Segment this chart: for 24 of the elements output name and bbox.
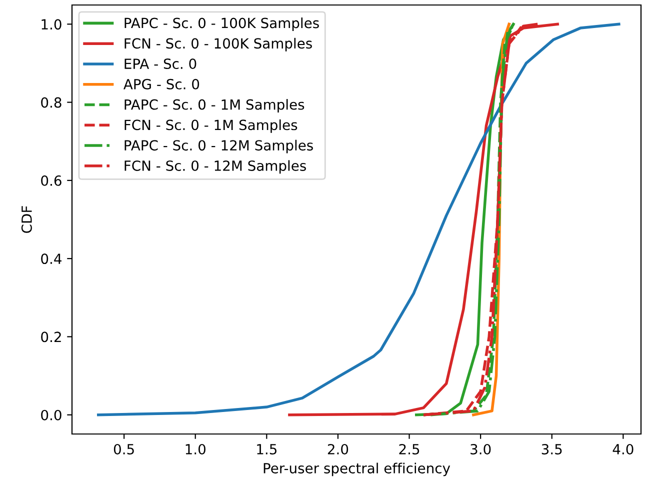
x-axis-title: Per-user spectral efficiency xyxy=(264,462,450,476)
legend-label: EPA - Sc. 0 xyxy=(124,58,196,70)
x-tick-label: 2.5 xyxy=(399,444,420,454)
legend-label: PAPC - Sc. 0 - 100K Samples xyxy=(124,18,319,31)
x-tick-label: 4.0 xyxy=(612,444,634,454)
x-tick-label: 0.5 xyxy=(114,444,134,454)
legend-label: PAPC - Sc. 0 - 1M Samples xyxy=(124,99,304,112)
y-tick-label: 0.8 xyxy=(41,97,62,108)
y-axis-title: CDF xyxy=(21,206,32,233)
legend-label: FCN - Sc. 0 - 100K Samples xyxy=(124,38,312,52)
legend-label: FCN - Sc. 0 - 1M Samples xyxy=(124,119,298,133)
y-tick-label: 1.0 xyxy=(42,19,62,30)
legend-label: APG - Sc. 0 xyxy=(123,78,200,90)
x-tick-label: 3.0 xyxy=(470,444,491,454)
y-tick-label: 0.4 xyxy=(41,254,62,264)
legend-label: FCN - Sc. 0 - 12M Samples xyxy=(124,160,306,174)
x-tick-label: 2.0 xyxy=(328,444,348,454)
y-tick-label: 0.0 xyxy=(41,410,62,420)
x-tick-label: 3.5 xyxy=(542,444,562,454)
legend-label: PAPC - Sc. 0 - 12M Samples xyxy=(124,140,313,154)
x-tick-label: 1.0 xyxy=(186,444,206,454)
x-tick-label: 1.5 xyxy=(257,444,276,454)
y-tick-label: 0.6 xyxy=(41,175,62,186)
y-tick-label: 0.2 xyxy=(41,332,61,342)
